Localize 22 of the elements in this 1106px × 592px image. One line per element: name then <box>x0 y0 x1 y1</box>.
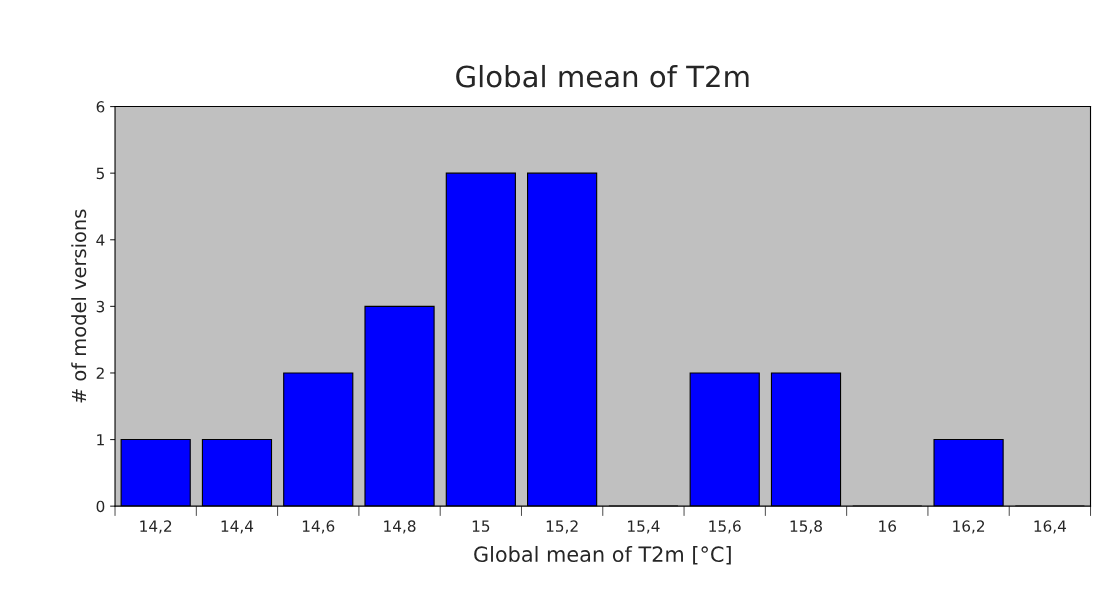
y-tick-label: 2 <box>96 367 104 379</box>
x-tick-label: 15,4 <box>628 520 660 534</box>
y-tick-label: 1 <box>97 434 104 446</box>
chart-title: Global mean of T2m <box>456 64 749 88</box>
y-tick-label: 5 <box>96 167 104 180</box>
x-tick-label: 16,4 <box>1034 520 1067 534</box>
x-tick-label: 16,2 <box>953 520 985 534</box>
y-tick-label: 4 <box>96 234 105 246</box>
x-axis-title: Global mean of T2m [°C] <box>474 545 731 565</box>
x-tick-label: 14,4 <box>221 520 254 534</box>
y-tick-label: 3 <box>96 300 105 313</box>
x-tick-label: 15 <box>472 520 490 532</box>
x-tick-label: 14,2 <box>140 520 172 534</box>
x-tick-label: 15,2 <box>546 520 578 534</box>
x-tick-label: 14,6 <box>302 520 335 534</box>
x-tick-label: 15,8 <box>790 520 822 534</box>
y-axis-title: # of model versions <box>71 209 87 403</box>
x-tick-label: 15,6 <box>709 520 741 534</box>
y-tick-label: 6 <box>96 101 105 113</box>
x-tick-label: 14,8 <box>384 520 416 534</box>
x-tick-label: 16 <box>879 520 897 532</box>
y-tick-label: 0 <box>96 500 105 513</box>
